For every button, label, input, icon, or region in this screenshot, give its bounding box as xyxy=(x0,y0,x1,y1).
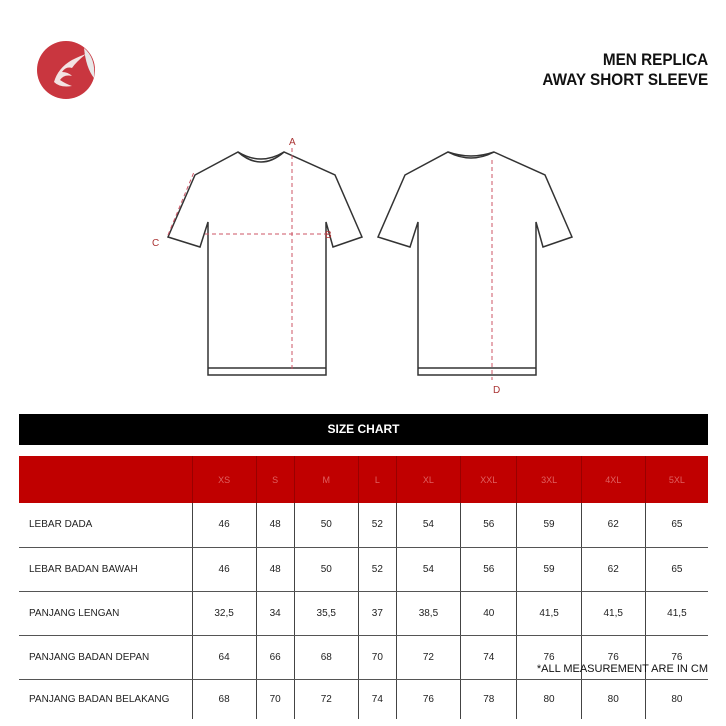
product-title: MEN REPLICA AWAY SHORT SLEEVE xyxy=(542,50,708,90)
row-label: PANJANG BADAN DEPAN xyxy=(19,635,192,680)
table-cell: 66 xyxy=(255,635,295,680)
table-row: PANJANG BADAN DEPAN 64 66 68 70 72 74 76 76 76 xyxy=(19,635,708,680)
table-cell: 80 xyxy=(516,679,582,719)
label-b: B xyxy=(325,230,332,241)
table-cell: 76 xyxy=(516,635,582,680)
table-cell: 54 xyxy=(395,547,461,592)
row-label: PANJANG LENGAN xyxy=(19,591,192,636)
size-header: 4XL xyxy=(580,456,646,503)
size-chart-table: XS S M L XL XXL 3XL 4XL 5XL LEBAR DADA 46 48 50 52 54… xyxy=(19,456,708,719)
header-empty xyxy=(19,456,192,503)
row-label: LEBAR BADAN BAWAH xyxy=(19,547,192,592)
size-header: XXL xyxy=(460,456,517,503)
table-cell: 62 xyxy=(580,503,646,548)
table-row: PANJANG LENGAN 32,5 34 35,5 37 38,5 40 41,5 41,5… xyxy=(19,591,708,636)
table-cell: 34 xyxy=(255,591,295,636)
table-cell: 59 xyxy=(516,547,582,592)
size-header: XS xyxy=(191,456,257,503)
table-cell: 80 xyxy=(644,679,708,719)
table-cell: 72 xyxy=(293,679,359,719)
table-cell: 41,5 xyxy=(580,591,646,636)
table-cell: 76 xyxy=(580,635,646,680)
table-cell: 59 xyxy=(516,503,582,548)
size-header: S xyxy=(255,456,295,503)
measurement-note: *ALL MEASUREMENT ARE IN CM xyxy=(536,663,708,675)
table-cell: 78 xyxy=(460,679,517,719)
table-cell: 76 xyxy=(395,679,461,719)
title-line-2: AWAY SHORT SLEEVE xyxy=(542,70,708,89)
table-cell: 50 xyxy=(293,503,359,548)
table-cell: 72 xyxy=(395,635,461,680)
back-shirt xyxy=(376,151,574,376)
tshirt-diagram: A B C D xyxy=(152,137,574,396)
table-cell: 48 xyxy=(255,547,295,592)
table-row: LEBAR BADAN BAWAH 46 48 50 52 54 56 59 62 65 xyxy=(19,547,708,592)
title-line-1: MEN REPLICA xyxy=(602,50,708,69)
table-cell: 35,5 xyxy=(293,591,359,636)
table-cell: 76 xyxy=(644,635,708,680)
size-header: 5XL xyxy=(644,456,708,503)
table-cell: 80 xyxy=(580,679,646,719)
table-cell: 46 xyxy=(191,547,257,592)
table-cell: 52 xyxy=(357,503,397,548)
table-cell: 37 xyxy=(357,591,397,636)
table-cell: 41,5 xyxy=(516,591,582,636)
table-cell: 56 xyxy=(460,503,517,548)
table-cell: 48 xyxy=(255,503,295,548)
table-cell: 65 xyxy=(644,547,708,592)
row-label: LEBAR DADA xyxy=(19,503,192,548)
table-cell: 70 xyxy=(357,635,397,680)
table-cell: 50 xyxy=(293,547,359,592)
table-cell: 38,5 xyxy=(395,591,461,636)
table-cell: 54 xyxy=(395,503,461,548)
table-cell: 68 xyxy=(293,635,359,680)
size-header: 3XL xyxy=(516,456,582,503)
row-label: PANJANG BADAN BELAKANG xyxy=(29,693,170,705)
size-header: L xyxy=(357,456,397,503)
table-row: LEBAR DADA 46 48 50 52 54 56 59 62 65 xyxy=(19,503,708,548)
table-cell: 62 xyxy=(580,547,646,592)
brand-logo xyxy=(37,41,95,99)
size-header: M xyxy=(293,456,359,503)
table-cell: 65 xyxy=(644,503,708,548)
table-cell: 41,5 xyxy=(644,591,708,636)
table-cell: 46 xyxy=(191,503,257,548)
table-cell: 32,5 xyxy=(191,591,257,636)
table-cell: 70 xyxy=(255,679,295,719)
table-cell: 74 xyxy=(460,635,517,680)
table-cell: 64 xyxy=(191,635,257,680)
label-d: D xyxy=(493,385,500,396)
table-cell: 68 xyxy=(191,679,257,719)
table-cell: 52 xyxy=(357,547,397,592)
table-cell: 74 xyxy=(357,679,397,719)
size-chart-title: SIZE CHART xyxy=(19,414,708,445)
table-row: PANJANG BADAN BELAKANG 68 70 72 74 76 78 80 80 80 xyxy=(19,679,708,719)
table-cell: 56 xyxy=(460,547,517,592)
size-header-row: XS S M L XL XXL 3XL 4XL 5XL xyxy=(19,456,708,503)
label-c: C xyxy=(152,238,159,249)
front-shirt xyxy=(166,151,364,376)
table-cell: 40 xyxy=(460,591,517,636)
label-a: A xyxy=(289,137,296,148)
size-header: XL xyxy=(395,456,461,503)
